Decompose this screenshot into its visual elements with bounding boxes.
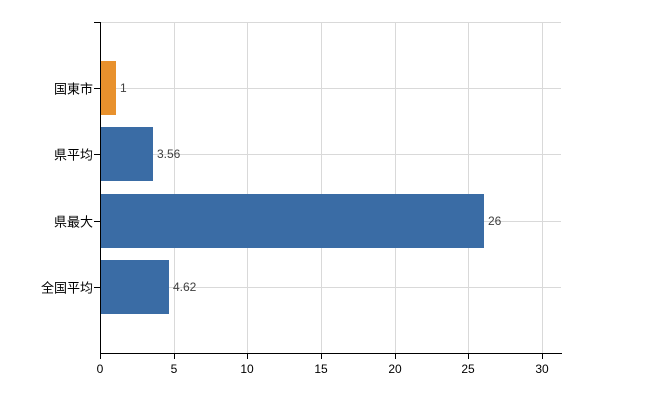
category-label: 全国平均: [40, 280, 93, 296]
bar-1: [101, 61, 116, 115]
category-label: 国東市: [53, 81, 93, 97]
x-axis-tick: [100, 354, 101, 359]
y-axis-tick: [94, 88, 100, 89]
bar-4: [101, 260, 169, 314]
gridline-horizontal: [100, 287, 561, 288]
gridline-vertical: [174, 22, 175, 353]
x-axis-tick: [247, 354, 248, 359]
bar-value-label: 26: [488, 214, 502, 228]
x-axis-tick: [174, 354, 175, 359]
gridline-horizontal: [100, 154, 561, 155]
gridline-horizontal: [100, 88, 561, 89]
gridline-vertical: [395, 22, 396, 353]
x-axis-tick-label: 20: [388, 362, 402, 376]
x-axis-tick-label: 25: [461, 362, 475, 376]
x-axis-tick: [468, 354, 469, 359]
y-axis-tick: [94, 154, 100, 155]
bar-2: [101, 127, 153, 181]
y-axis-tick: [94, 287, 100, 288]
x-axis-line: [100, 353, 562, 354]
x-axis-tick-label: 30: [535, 362, 549, 376]
y-axis-tick: [94, 221, 100, 222]
x-axis-tick-label: 0: [96, 362, 104, 376]
x-axis-tick-label: 10: [240, 362, 254, 376]
gridline-vertical: [468, 22, 469, 353]
bar-3: [101, 194, 484, 248]
x-axis-tick: [395, 354, 396, 359]
x-axis-tick-label: 5: [170, 362, 178, 376]
gridline-vertical: [247, 22, 248, 353]
gridline-horizontal: [100, 22, 561, 23]
x-axis-tick-label: 15: [314, 362, 328, 376]
x-axis-tick: [542, 354, 543, 359]
y-axis-line: [100, 22, 101, 354]
gridline-vertical: [542, 22, 543, 353]
category-label: 県最大: [53, 214, 93, 230]
bar-value-label: 3.56: [157, 147, 181, 161]
bar-value-label: 1: [120, 81, 127, 95]
x-axis-tick: [321, 354, 322, 359]
category-label: 県平均: [53, 147, 93, 163]
gridline-vertical: [321, 22, 322, 353]
y-axis-tick: [94, 22, 100, 23]
bar-value-label: 4.62: [173, 280, 197, 294]
